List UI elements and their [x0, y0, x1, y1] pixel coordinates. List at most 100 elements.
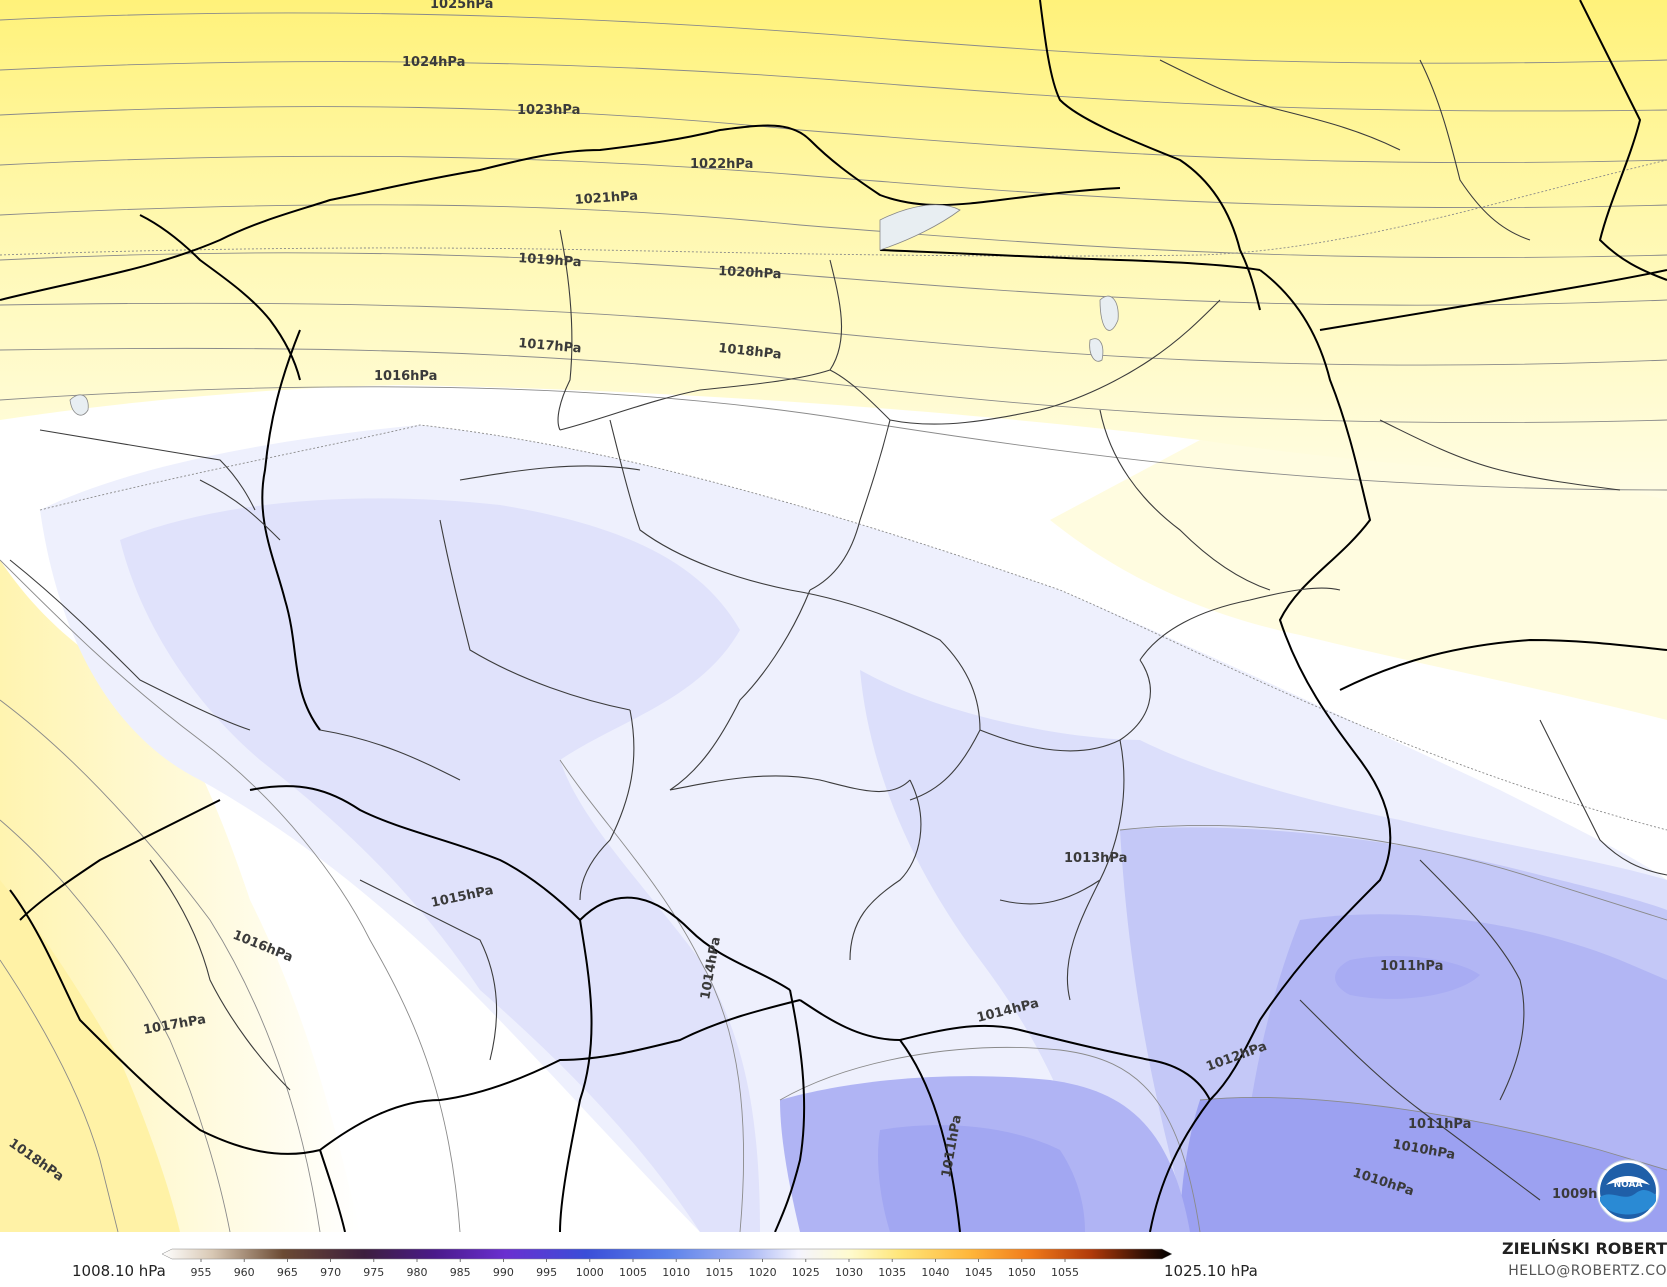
colorbar-tick-label: 1055	[1051, 1266, 1079, 1279]
colorbar-tick-label: 1005	[619, 1266, 647, 1279]
colorbar-tick-label: 955	[191, 1266, 212, 1279]
region-line	[909, 729, 981, 801]
colorbar-tick-label: 995	[536, 1266, 557, 1279]
isobar-lines	[0, 12, 1667, 1232]
border-line	[879, 249, 1261, 271]
colorbar-tick-label: 1045	[965, 1266, 993, 1279]
legend-max-value: 1025.10 hPa	[1164, 1262, 1258, 1280]
border-line	[261, 329, 321, 731]
colorbar-tick-label: 990	[493, 1266, 514, 1279]
region-line	[149, 859, 291, 1091]
low-pressure-zone-south-core	[878, 1125, 1085, 1232]
region-line	[579, 709, 635, 901]
border-line	[139, 214, 301, 381]
region-line	[39, 429, 256, 511]
colorbar-tick-label: 960	[234, 1266, 255, 1279]
colorbar-tick-label: 985	[450, 1266, 471, 1279]
colorbar-tick-label: 1040	[921, 1266, 949, 1279]
author-email[interactable]: HELLO@ROBERTZ.CO	[1508, 1263, 1667, 1279]
isobar-label: 1021hPa	[574, 189, 638, 208]
isobar-label: 1020hPa	[718, 264, 782, 282]
border-line	[9, 889, 321, 1155]
low-pressure-zone-ring	[1335, 955, 1480, 999]
footer	[0, 1232, 1667, 1287]
border-line	[1319, 269, 1667, 331]
colorbar-tick-label: 1035	[878, 1266, 906, 1279]
colorbar-tick-label: 980	[407, 1266, 428, 1279]
pressure-map: 1025hPa 1024hPa 1023hPa 1022hPa 1021hPa …	[0, 0, 1667, 1232]
lake	[1089, 338, 1104, 362]
region-line	[1099, 409, 1271, 591]
border-line	[1149, 1099, 1211, 1232]
colorbar-tick-label: 1050	[1008, 1266, 1036, 1279]
border-line	[319, 999, 801, 1151]
region-line	[889, 299, 1221, 425]
region-line	[559, 369, 891, 431]
isobar-line	[0, 819, 231, 1232]
isobar-line	[0, 12, 1667, 64]
logo-bird	[1606, 1176, 1650, 1185]
lake	[69, 394, 89, 416]
isobar-line	[1199, 1097, 1667, 1171]
isobar-label: 1011hPa	[1380, 959, 1443, 974]
border-line	[559, 919, 593, 1232]
region-line	[1299, 999, 1541, 1201]
isobar-line	[0, 559, 461, 1232]
region-line	[459, 465, 641, 481]
isobar-label: 1009h	[1552, 1187, 1597, 1202]
logo-text: NOAA	[1614, 1180, 1643, 1190]
isobar-line	[0, 302, 1667, 366]
low-pressure-zone-1010	[1180, 1097, 1667, 1232]
border-line	[249, 785, 791, 991]
colorbar-tick-label: 1015	[705, 1266, 733, 1279]
isobar-line	[0, 699, 321, 1232]
colorbar-tick-label: 1010	[662, 1266, 690, 1279]
region-line	[849, 779, 922, 961]
isobar-label: 1011hPa	[1408, 1117, 1471, 1132]
author-name: ZIELIŃSKI ROBERT	[1501, 1239, 1667, 1258]
isobar-label: 1013hPa	[1064, 851, 1127, 866]
colorbar-ticks: 955 960 965 970 975 980 985 990 995 1000 1005 1010 1…	[191, 1259, 1079, 1279]
lakes	[69, 204, 1119, 416]
region-line	[829, 259, 843, 371]
region-line	[1379, 419, 1621, 491]
region-line	[1066, 739, 1125, 1001]
high-pressure-field	[0, 0, 1667, 520]
region-line	[9, 559, 251, 731]
isobar-line	[0, 61, 1667, 112]
isobar-label: 1017hPa	[518, 336, 582, 356]
isobar-label: 1025hPa	[430, 0, 493, 12]
region-line	[439, 519, 631, 711]
low-pressure-zone-1014	[120, 498, 760, 1232]
region-line	[1419, 859, 1525, 1101]
border-line	[799, 999, 1211, 1101]
region-line	[609, 419, 791, 591]
region-line	[1539, 719, 1667, 876]
logo-wave	[1600, 1189, 1656, 1215]
region-line	[1419, 59, 1531, 241]
isobar-line	[0, 159, 1667, 257]
isobar-label: 1023hPa	[517, 103, 580, 118]
isobar-line	[0, 155, 1667, 209]
region-line	[1139, 587, 1341, 661]
region-line	[557, 229, 573, 431]
colorbar-tick-label: 1020	[749, 1266, 777, 1279]
colorbar-tick-label: 1025	[792, 1266, 820, 1279]
high-pressure-east	[1050, 440, 1667, 720]
region-line	[809, 419, 891, 591]
isobar-line	[779, 1047, 1201, 1232]
border-line	[1209, 269, 1392, 1101]
isobar-label: 1018hPa	[718, 341, 783, 363]
isobar-label: 1024hPa	[402, 55, 465, 70]
border-line	[1039, 0, 1261, 311]
region-line	[319, 729, 461, 781]
colorbar-tick-label: 1030	[835, 1266, 863, 1279]
isobar-line	[0, 252, 1667, 306]
isobar-line	[1119, 825, 1667, 921]
region-line	[1159, 59, 1401, 151]
border-line	[319, 1149, 346, 1232]
isobar-line	[39, 424, 1667, 831]
lake	[1099, 295, 1119, 331]
isobar-label: 1016hPa	[374, 369, 437, 384]
colorbar: 955 960 965 970 975 980 985 990 995 1000 1005 1010 1…	[162, 1248, 1172, 1279]
